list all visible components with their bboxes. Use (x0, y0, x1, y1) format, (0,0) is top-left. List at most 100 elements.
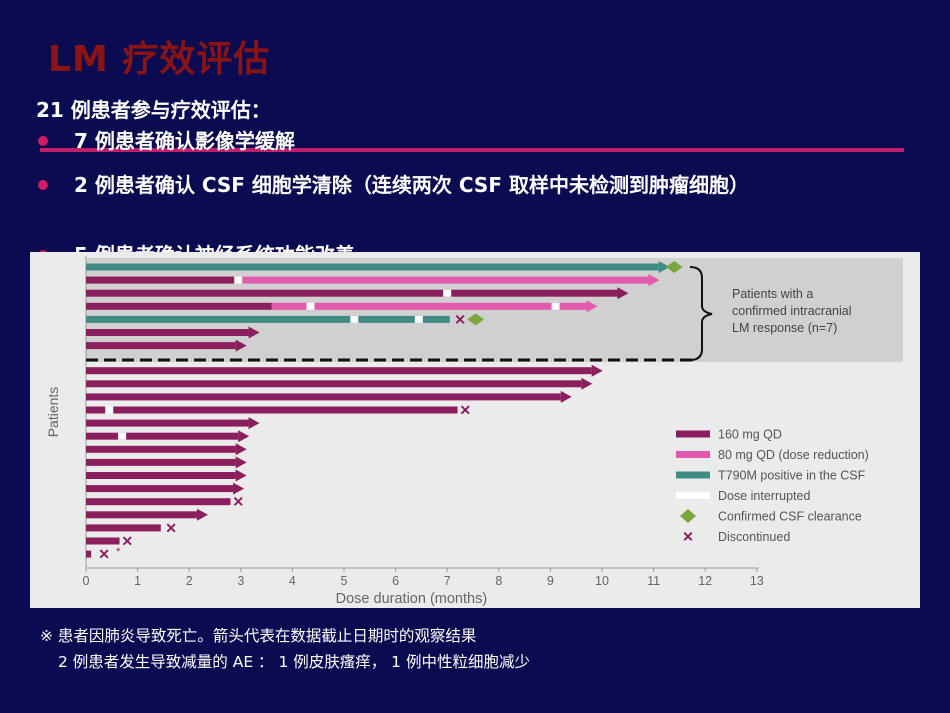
patient-bar-segment (86, 393, 561, 401)
patient-bar-segment (86, 276, 236, 284)
discontinued-marker: ✕ (454, 311, 466, 327)
x-tick-label: 13 (750, 574, 764, 588)
legend-swatch (676, 451, 710, 458)
discontinued-marker: ✕ (121, 533, 133, 549)
patient-bar-segment (86, 537, 120, 545)
x-tick-label: 3 (237, 574, 244, 588)
patient-bar-segment (86, 342, 236, 350)
ongoing-arrow (235, 456, 247, 469)
patient-bar-segment (86, 550, 92, 558)
response-group-label-line: Patients with a (732, 287, 813, 301)
response-group-label-line: LM response (n=7) (732, 321, 837, 335)
patient-bar-segment (86, 419, 249, 427)
intro-text: 21 例患者参与疗效评估： (36, 98, 271, 122)
clearance-diamond (467, 313, 484, 326)
y-axis-label: Patients (45, 387, 61, 438)
patient-bar-segment (86, 498, 231, 506)
bullet-text: 2 例患者确认 CSF 细胞学清除（连续两次 CSF 取样中未检测到肿瘤细胞） (74, 173, 749, 197)
x-tick-label: 8 (495, 574, 502, 588)
x-tick-label: 12 (698, 574, 712, 588)
x-tick-label: 0 (83, 574, 90, 588)
ongoing-arrow (648, 274, 660, 287)
ongoing-arrow (586, 300, 598, 313)
bullet-item: 7 例患者确认影像学缓解 (38, 126, 888, 156)
bullet-item: 2 例患者确认 CSF 细胞学清除（连续两次 CSF 取样中未检测到肿瘤细胞） (38, 170, 888, 200)
dose-interrupted-mark (414, 315, 423, 323)
x-tick-label: 7 (444, 574, 451, 588)
discontinued-marker: ✕ (98, 546, 110, 562)
patient-bar-segment (86, 329, 249, 336)
legend-label: Dose interrupted (718, 489, 810, 503)
x-tick-label: 5 (341, 574, 348, 588)
patient-bar-segment (86, 406, 458, 414)
ongoing-arrow (235, 339, 247, 352)
ongoing-arrow (591, 364, 603, 377)
legend-swatch (680, 509, 696, 523)
bullet-dot-icon (38, 136, 48, 146)
dose-interrupted-mark (551, 302, 560, 310)
dose-interrupted-mark (118, 432, 127, 440)
dose-interrupted-mark (234, 276, 243, 284)
x-tick-label: 2 (186, 574, 193, 588)
ongoing-arrow (235, 443, 247, 456)
x-axis-label: Dose duration (months) (336, 591, 488, 607)
patient-bar-segment (86, 458, 236, 466)
ongoing-arrow (248, 417, 260, 430)
footnote-death: ※ 患者因肺炎导致死亡。箭头代表在数据截止日期时的观察结果 (40, 627, 477, 645)
death-asterisk: * (116, 546, 121, 558)
ongoing-arrow (248, 326, 260, 339)
legend-label: Confirmed CSF clearance (718, 510, 862, 524)
dose-interrupted-mark (443, 289, 452, 297)
footnote-dose-reduction: 2 例患者发生导致减量的 AE ： 1 例皮肤瘙痒， 1 例中性粒细胞减少 (58, 653, 530, 671)
response-group-label: Patients with a confirmed intracranial LM … (732, 287, 852, 335)
legend-swatch (676, 492, 710, 499)
patient-bar-segment (240, 276, 649, 284)
legend-swatch: ✕ (682, 529, 694, 545)
patient-bar-segment (86, 511, 197, 519)
patient-bar-segment (86, 367, 592, 375)
dose-interrupted-mark (350, 315, 359, 323)
patient-bar-segment (86, 289, 618, 297)
response-group-bracket (689, 266, 713, 361)
patient-bar-segment (86, 445, 236, 453)
ongoing-arrow (235, 469, 247, 482)
legend-label: Discontinued (718, 530, 790, 544)
slide-title: LM 疗效评估 (48, 39, 271, 80)
legend-label: T790M positive in the CSF (718, 469, 866, 483)
discontinued-marker: ✕ (459, 402, 471, 418)
swimmer-chart-panel: 0 1 2 3 4 5 6 7 8 9 10 11 12 13 Dose duration (months)… (30, 252, 920, 608)
discontinued-marker: ✕ (232, 494, 244, 510)
patient-bar-segment (86, 315, 450, 323)
ongoing-arrow (196, 508, 208, 521)
patient-bar-segment (86, 485, 234, 493)
ongoing-arrow (617, 287, 629, 300)
response-group-label-line: confirmed intracranial (732, 304, 852, 318)
x-tick-label: 1 (134, 574, 141, 588)
ongoing-arrow (581, 377, 593, 390)
ongoing-arrow (560, 390, 572, 403)
title-divider (40, 148, 904, 152)
patient-bar-segment (86, 263, 659, 271)
ongoing-arrow (233, 482, 245, 495)
bullet-dot-icon (38, 180, 48, 190)
patient-bar-segment (86, 472, 236, 479)
legend-label: 80 mg QD (dose reduction) (718, 448, 869, 462)
x-tick-label: 11 (647, 574, 660, 588)
ongoing-arrow (238, 430, 250, 443)
dose-interrupted-mark (306, 302, 315, 310)
x-tick-label: 9 (547, 574, 554, 588)
x-tick-label: 6 (392, 574, 399, 588)
dose-interrupted-mark (105, 406, 114, 414)
discontinued-marker: ✕ (165, 520, 177, 536)
legend-label: 160 mg QD (718, 428, 782, 442)
patient-bar-segment (86, 302, 272, 310)
patient-bar-segment (86, 432, 239, 440)
patient-bar-segment (271, 302, 587, 310)
patient-bar-segment (86, 380, 582, 388)
x-tick-label: 4 (289, 574, 296, 588)
legend-swatch (676, 471, 710, 479)
x-tick-label: 10 (595, 574, 609, 588)
legend-swatch (676, 430, 710, 438)
patient-bar-segment (86, 524, 161, 532)
